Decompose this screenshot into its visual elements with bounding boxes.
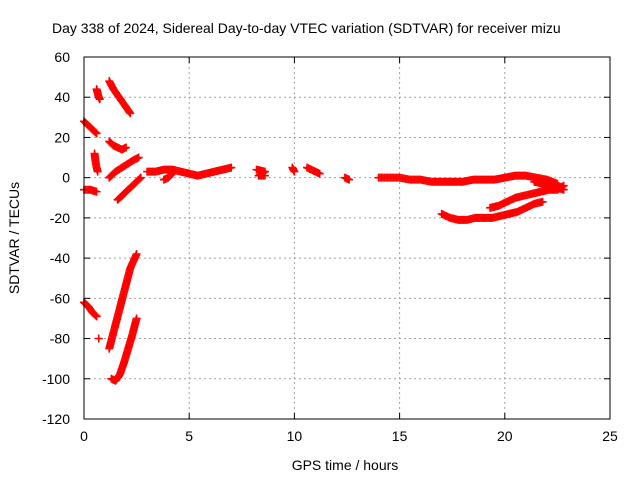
axis-ticks: 0 5 10 15 20 25 -120 -100 -80 -60 -40 -20 0 20 40 60 [42, 49, 618, 444]
y-tick-label: 60 [54, 49, 70, 65]
x-tick-label: 20 [497, 428, 513, 444]
data-point [91, 311, 100, 320]
series-s4 [92, 85, 104, 104]
data-point [132, 250, 141, 259]
data-point [126, 109, 135, 118]
data-point [315, 169, 324, 178]
data-point [260, 171, 269, 180]
series-s18 [340, 173, 354, 184]
axes [83, 56, 611, 420]
data-point [132, 314, 141, 323]
y-axis-title: SDTVAR / TECUs [6, 182, 22, 294]
series-s15 [252, 165, 269, 180]
series-s22 [530, 177, 568, 194]
data-point [290, 167, 299, 176]
x-tick-label: 25 [602, 428, 618, 444]
data-point [559, 185, 568, 194]
y-tick-label: -120 [42, 411, 70, 427]
data-point [136, 173, 145, 182]
y-tick-label: 20 [54, 129, 70, 145]
y-tick-label: -40 [50, 250, 70, 266]
data-point [125, 108, 134, 117]
data-points [80, 77, 568, 385]
series-s2 [80, 185, 101, 196]
series-s1 [80, 117, 101, 138]
data-point [538, 197, 547, 206]
chart-title: Day 338 of 2024, Sidereal Day-to-day VTE… [52, 20, 561, 36]
data-point [95, 95, 104, 104]
data-point [92, 129, 101, 138]
x-tick-label: 0 [80, 428, 88, 444]
series-s9 [105, 153, 143, 182]
data-point [134, 153, 143, 162]
series-s13 [143, 163, 236, 180]
series-s16 [288, 163, 299, 176]
data-point [122, 143, 131, 152]
y-tick-label: -100 [42, 371, 70, 387]
y-tick-label: -60 [50, 290, 70, 306]
series-s19 [374, 171, 562, 188]
x-tick-label: 15 [392, 428, 408, 444]
y-tick-label: -20 [50, 210, 70, 226]
y-tick-label: 40 [54, 89, 70, 105]
series-s20 [437, 197, 547, 224]
y-tick-label: -80 [50, 331, 70, 347]
grid-lines [84, 57, 610, 419]
data-point [227, 163, 236, 172]
data-point [94, 334, 103, 343]
series-s3 [80, 298, 101, 321]
series-s14 [159, 169, 177, 184]
series-s7 [105, 77, 135, 118]
series-s10 [113, 173, 145, 204]
data-point [345, 175, 354, 184]
y-tick-label: 0 [62, 170, 70, 186]
data-point [93, 167, 102, 176]
series-s17 [303, 163, 324, 178]
series-s12 [107, 314, 141, 385]
x-tick-label: 5 [185, 428, 193, 444]
series-s8 [105, 137, 131, 154]
series-s6 [94, 334, 103, 343]
series-s11 [105, 250, 141, 353]
x-tick-label: 10 [287, 428, 303, 444]
data-point [135, 174, 144, 183]
data-point [168, 169, 177, 178]
series-s5 [90, 149, 102, 176]
data-point [167, 170, 176, 179]
plot-frame [83, 56, 611, 420]
data-point [92, 312, 101, 321]
data-point [92, 187, 101, 196]
data-point [91, 128, 100, 137]
x-axis-title: GPS time / hours [292, 457, 399, 473]
